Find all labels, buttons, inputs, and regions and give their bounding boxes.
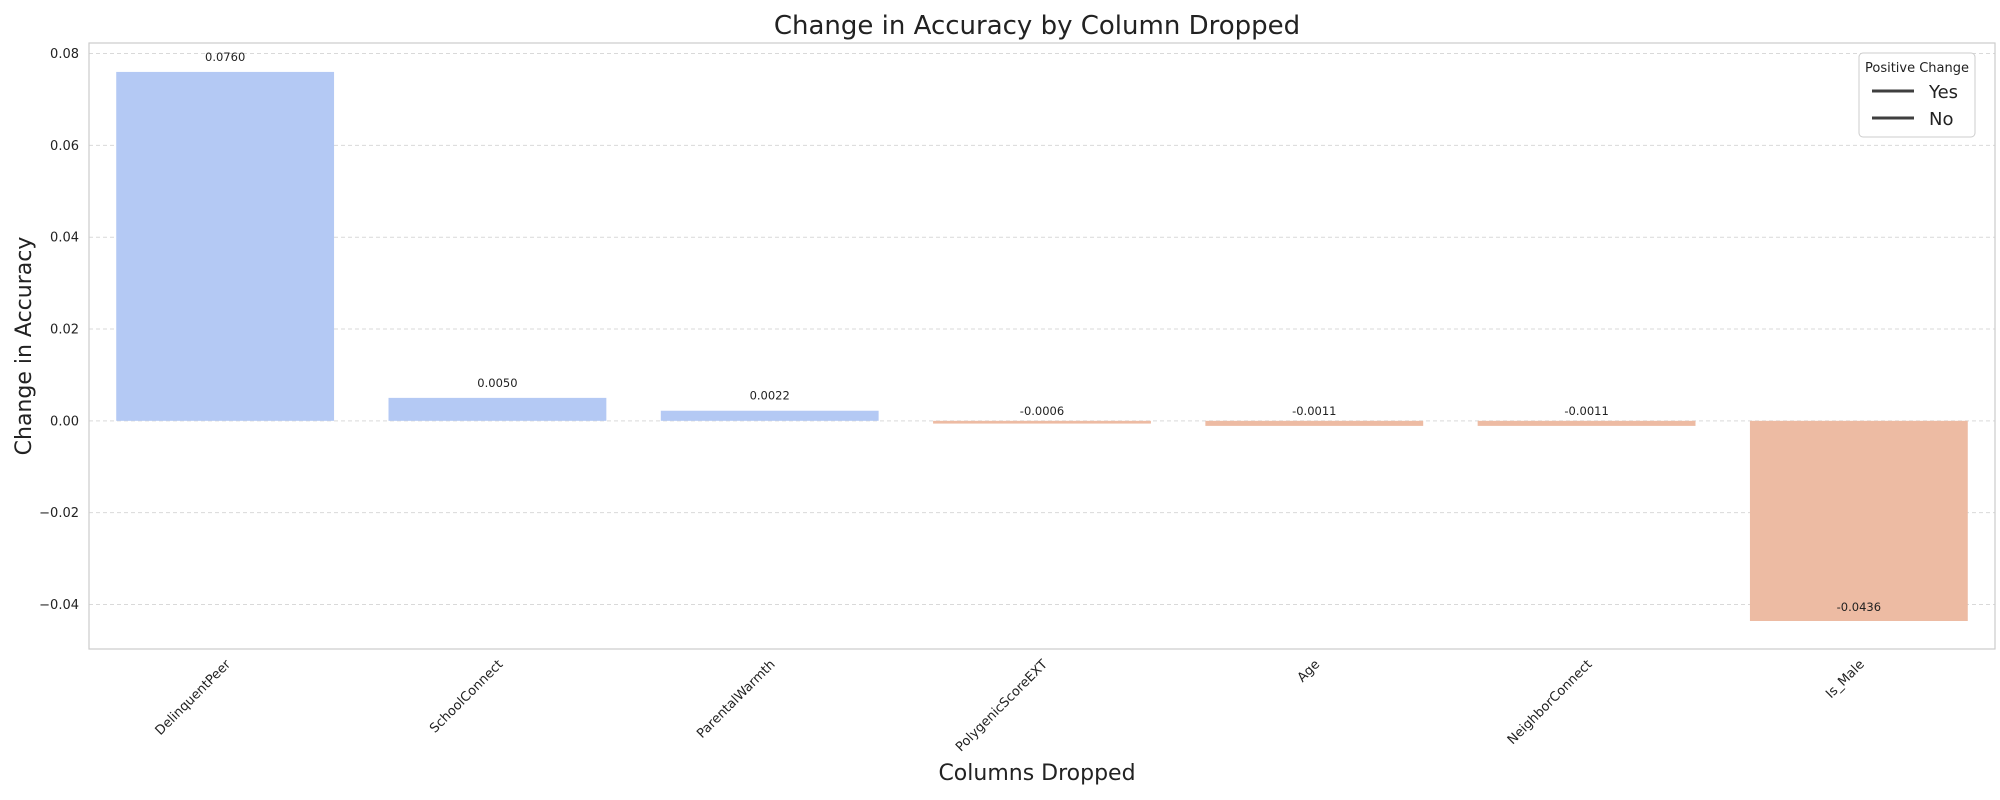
bar bbox=[116, 71, 335, 421]
x-tick-label: NeighborConnect bbox=[1505, 657, 1596, 748]
x-tick-label: Age bbox=[1295, 657, 1323, 685]
bar bbox=[388, 397, 607, 421]
x-tick-label: Is_Male bbox=[1823, 657, 1867, 701]
bar-value-label: 0.0050 bbox=[477, 376, 517, 390]
x-tick-label: DelinquentPeer bbox=[153, 657, 235, 739]
x-axis-label: Columns Dropped bbox=[938, 761, 1135, 786]
x-tick-labels: DelinquentPeer SchoolConnect ParentalWarmt… bbox=[153, 657, 1868, 755]
bar-value-label: -0.0436 bbox=[1837, 600, 1881, 614]
legend-label-yes: Yes bbox=[1928, 82, 1958, 103]
bars bbox=[116, 71, 1968, 621]
y-axis-label: Change in Accuracy bbox=[12, 237, 37, 456]
bar-value-label: -0.0011 bbox=[1564, 404, 1608, 418]
y-tick-label: −0.02 bbox=[39, 506, 79, 521]
bar-value-label: -0.0006 bbox=[1020, 404, 1064, 418]
y-tick-labels: −0.04 −0.02 0.00 0.02 0.04 0.06 0.08 bbox=[39, 47, 79, 613]
bar bbox=[1749, 420, 1968, 621]
bar-value-label: 0.0760 bbox=[205, 50, 245, 64]
bar bbox=[660, 410, 879, 421]
legend-label-no: No bbox=[1929, 109, 1953, 130]
legend-title: Positive Change bbox=[1865, 61, 1969, 76]
y-tick-label: 0.02 bbox=[50, 323, 79, 338]
bar bbox=[933, 420, 1151, 424]
y-tick-label: 0.00 bbox=[50, 414, 79, 429]
bar-value-labels: 0.0760 0.0050 0.0022 -0.0006 -0.0011 -0.0011 -… bbox=[205, 50, 1881, 614]
x-tick-label: ParentalWarmth bbox=[694, 657, 778, 741]
y-tick-label: 0.06 bbox=[50, 139, 79, 154]
x-tick-label: SchoolConnect bbox=[427, 657, 506, 736]
bar bbox=[1205, 420, 1424, 426]
bar-value-label: 0.0022 bbox=[750, 389, 790, 403]
legend: Positive Change Yes No bbox=[1858, 52, 1976, 138]
y-tick-label: 0.04 bbox=[50, 231, 79, 246]
gridlines bbox=[89, 53, 1995, 605]
plot-frame bbox=[88, 42, 1996, 650]
y-tick-label: 0.08 bbox=[50, 47, 79, 62]
x-tick-label: PolygenicScoreEXT bbox=[953, 657, 1051, 755]
chart-title: Change in Accuracy by Column Dropped bbox=[774, 11, 1300, 41]
y-tick-label: −0.04 bbox=[39, 598, 79, 613]
bar bbox=[1477, 420, 1696, 426]
bar-value-label: -0.0011 bbox=[1292, 404, 1336, 418]
legend-box bbox=[1858, 52, 1976, 138]
